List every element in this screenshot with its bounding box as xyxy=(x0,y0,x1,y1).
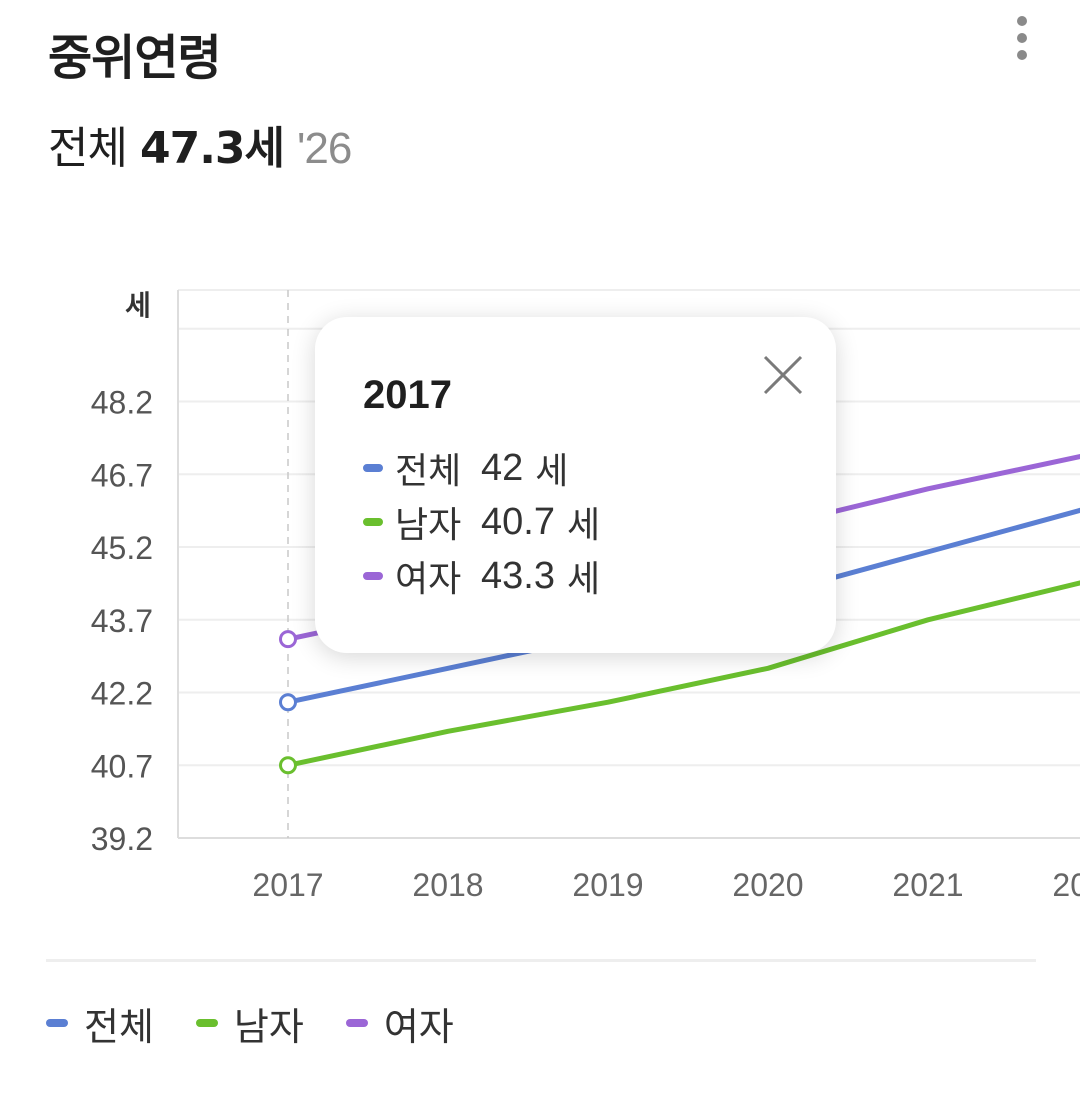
more-options-button[interactable] xyxy=(1000,12,1044,64)
legend-swatch xyxy=(345,1019,368,1027)
y-tick-label: 45.2 xyxy=(91,530,153,566)
tooltip-row-male: 남자 40.7 세 xyxy=(363,497,600,547)
data-point-1 xyxy=(279,756,297,775)
tooltip-label: 여자 xyxy=(395,559,462,600)
tooltip-row-female: 여자 43.3 세 xyxy=(363,551,600,601)
tooltip-swatch-female xyxy=(363,572,383,580)
tooltip-unit: 세 xyxy=(566,505,601,546)
summary-label: 전체 xyxy=(48,123,128,174)
x-tick-label: 2022 xyxy=(1052,867,1080,903)
tooltip-label: 전체 xyxy=(395,451,462,492)
tooltip-value: 42 xyxy=(481,446,524,489)
divider xyxy=(46,959,1036,962)
y-tick-label: 42.2 xyxy=(91,676,153,712)
summary-line: 전체 47.3세 '26 xyxy=(48,112,352,176)
close-icon[interactable] xyxy=(761,353,805,397)
y-tick-label: 46.7 xyxy=(91,457,153,493)
tooltip-value: 40.7 xyxy=(481,500,555,543)
tooltip-value: 43.3 xyxy=(481,554,555,597)
tooltip-swatch-total xyxy=(363,464,383,472)
tooltip-label: 남자 xyxy=(395,505,462,546)
x-tick-label: 2019 xyxy=(572,867,643,903)
legend-item-male[interactable]: 남자 xyxy=(195,996,304,1051)
x-tick-label: 2018 xyxy=(412,867,483,903)
y-tick-label: 39.2 xyxy=(91,821,153,857)
legend-item-female[interactable]: 여자 xyxy=(345,996,454,1051)
more-vertical-icon-dot xyxy=(1017,50,1027,60)
legend-label: 전체 xyxy=(84,1004,154,1049)
data-point-0 xyxy=(279,693,297,712)
tooltip-unit: 세 xyxy=(535,451,569,492)
legend-swatch xyxy=(195,1019,218,1027)
chart-legend: 전체 남자 여자 xyxy=(46,995,496,1051)
tooltip-row-total: 전체 42 세 xyxy=(363,443,568,493)
legend-item-total[interactable]: 전체 xyxy=(46,996,154,1051)
y-tick-label: 43.7 xyxy=(91,603,153,639)
series-line-1 xyxy=(285,580,1080,768)
legend-swatch xyxy=(46,1019,68,1027)
summary-value: 47.3세 xyxy=(139,123,285,174)
summary-year: '26 xyxy=(297,124,352,173)
y-tick-label: 40.7 xyxy=(91,748,153,784)
more-vertical-icon xyxy=(1017,16,1027,26)
page-title: 중위연령 xyxy=(48,30,222,86)
y-tick-label: 48.2 xyxy=(91,385,153,421)
x-tick-label: 2017 xyxy=(252,867,323,903)
data-tooltip: 2017 전체 42 세 남자 40.7 세 여자 43.3 세 xyxy=(315,317,836,653)
more-vertical-icon-dot xyxy=(1017,33,1027,43)
legend-label: 여자 xyxy=(383,1004,454,1049)
tooltip-year: 2017 xyxy=(363,373,452,417)
data-point-2 xyxy=(279,630,297,649)
y-axis-label: 세 xyxy=(125,289,151,322)
x-tick-label: 2021 xyxy=(892,867,963,903)
legend-label: 남자 xyxy=(233,1004,304,1049)
x-tick-label: 2020 xyxy=(732,867,803,903)
tooltip-unit: 세 xyxy=(566,559,601,600)
tooltip-swatch-male xyxy=(363,518,383,526)
